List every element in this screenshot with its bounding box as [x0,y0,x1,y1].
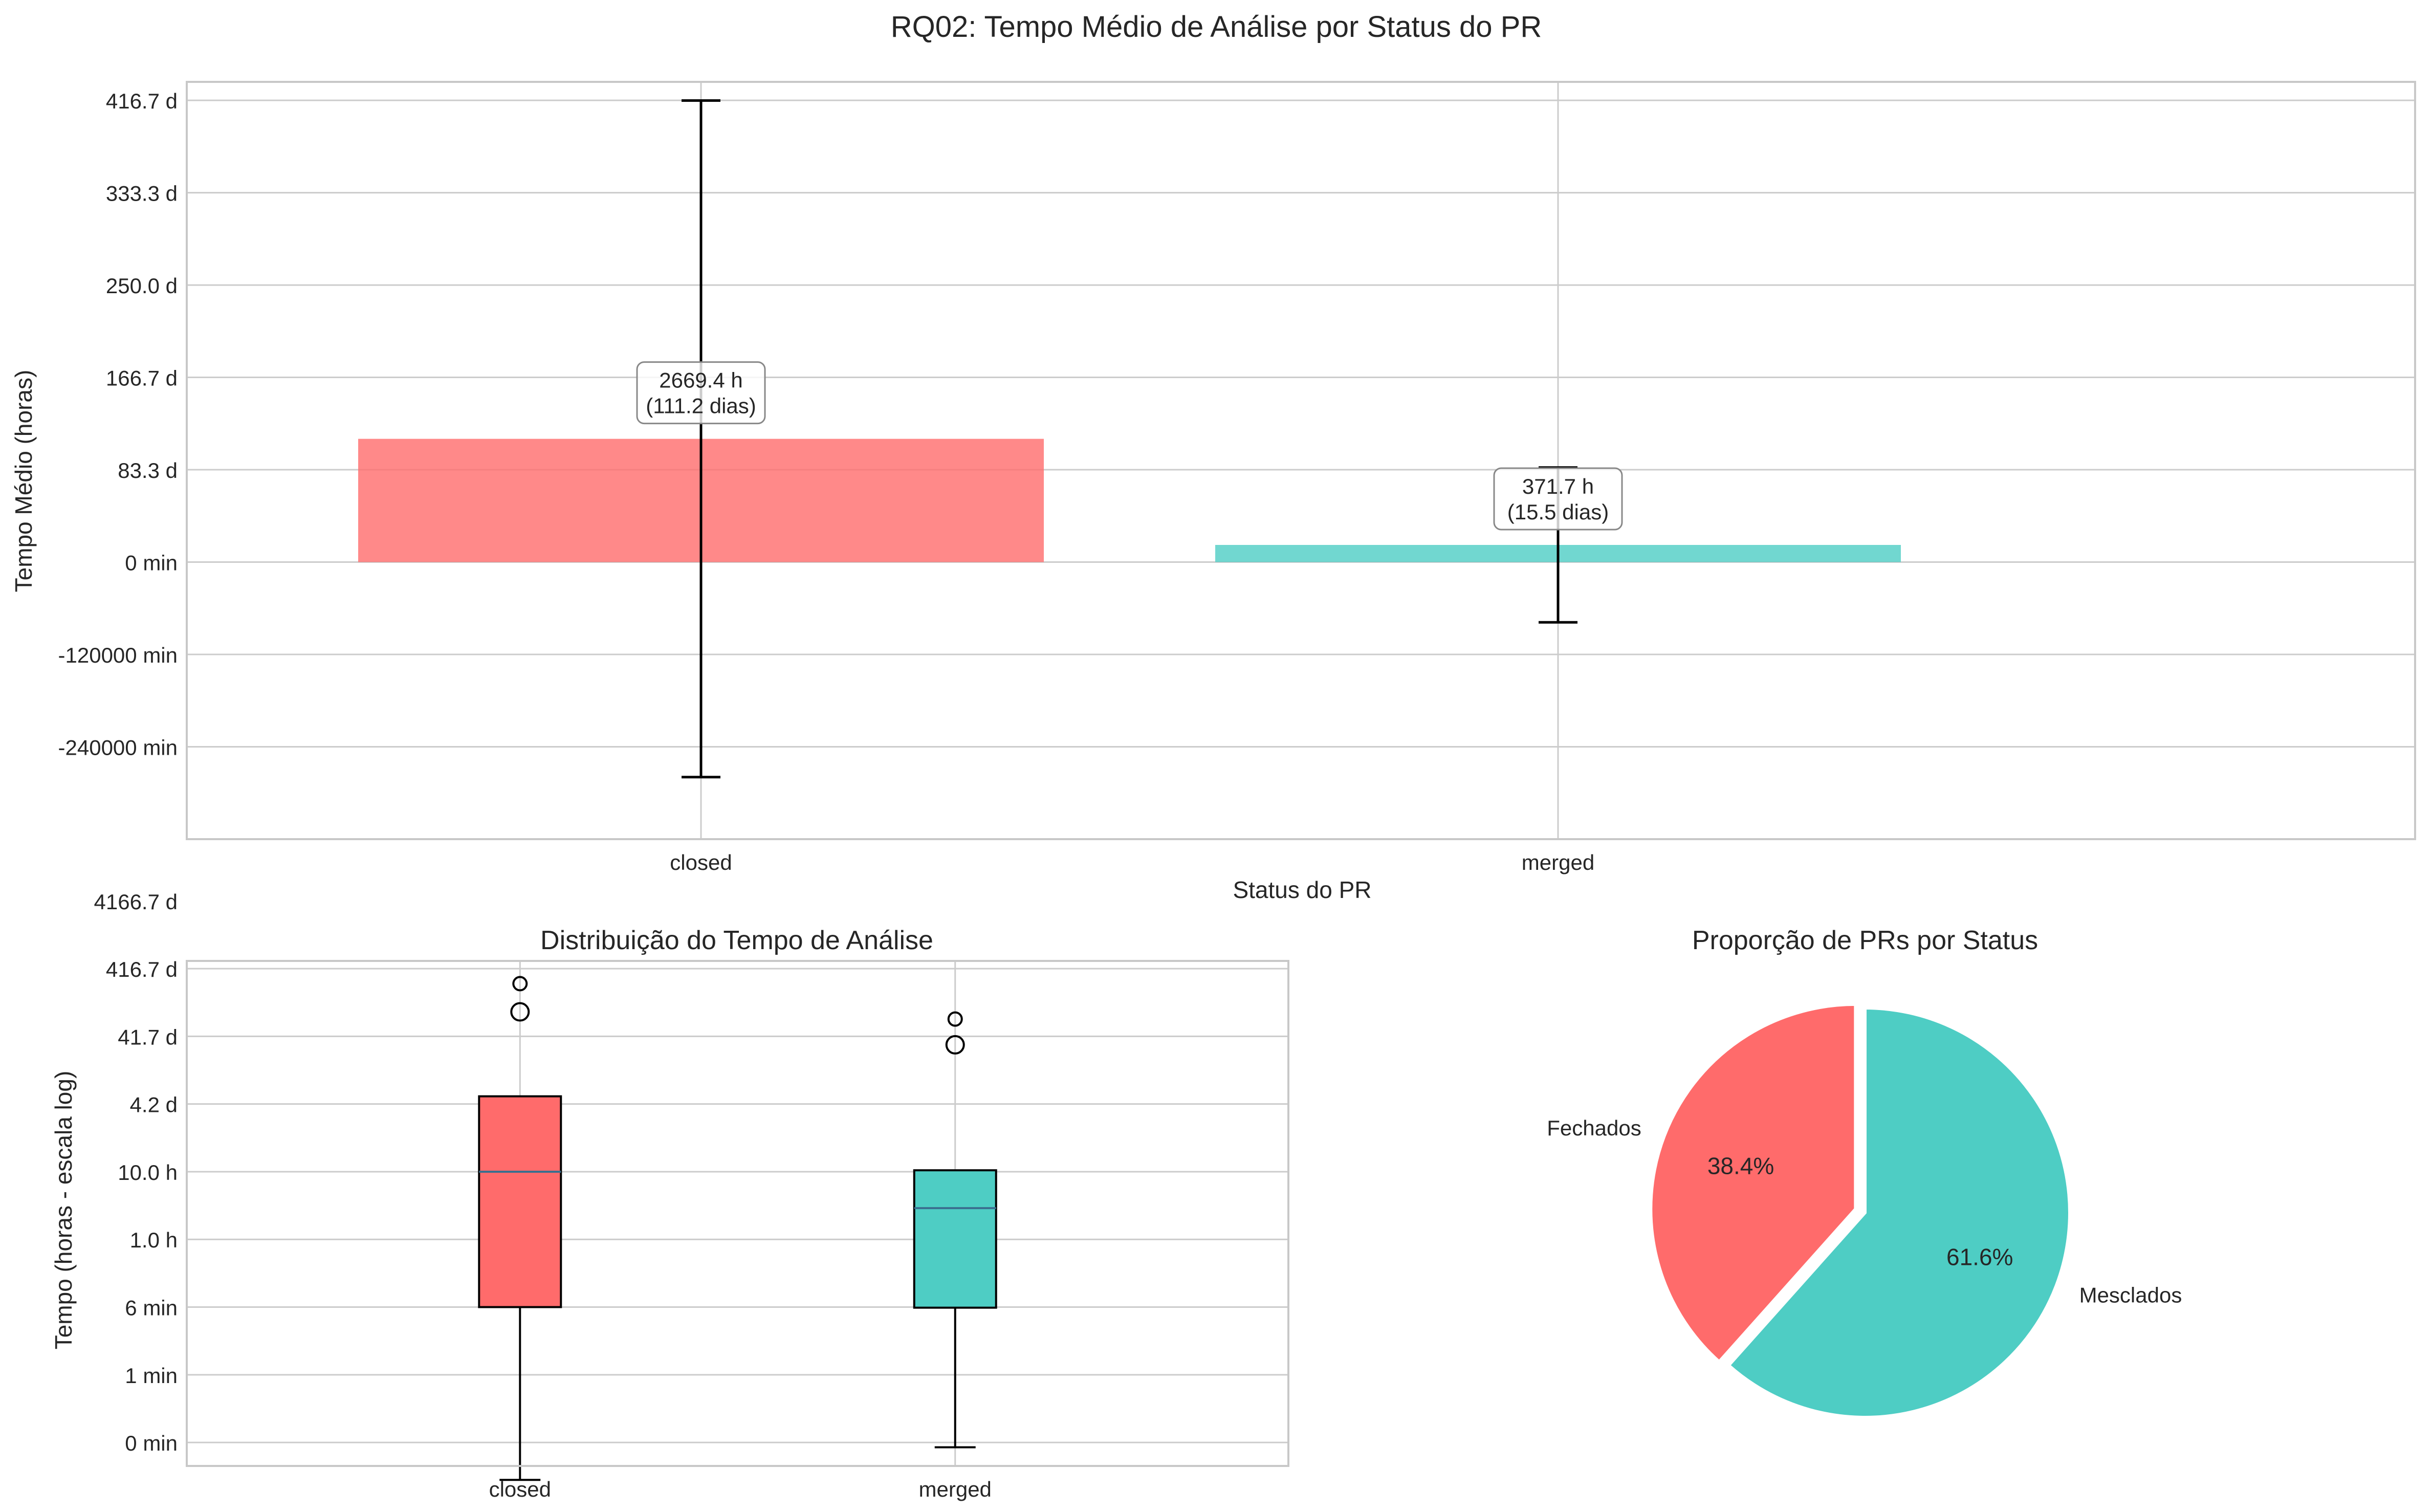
box-plot-y-tick-label: 416.7 d [106,957,178,981]
box-plot-y-tick-label: 6 min [125,1296,178,1320]
bar-value-label: (111.2 dias) [646,394,756,418]
box-outlier-point [947,1011,963,1027]
box-plot-y-tick-label: 41.7 d [118,1025,178,1049]
figure-suptitle: RQ02: Tempo Médio de Análise por Status … [891,10,1542,43]
box-plot-y-tick-label: 10.0 h [118,1160,178,1185]
pie-wedge-percent: 38.4% [1707,1152,1774,1179]
bar-chart-y-tick-label: 166.7 d [106,366,178,390]
box-plot-y-tick-label: 0 min [125,1431,178,1455]
pie-chart-title: Proporção de PRs por Status [1692,926,2038,955]
bar-chart-x-label: Status do PR [1233,876,1371,903]
box-plot-y-tick-label: 1 min [125,1364,178,1388]
bar-chart-y-tick-label: -120000 min [58,643,178,667]
bar-chart-x-tick-label: merged [1522,850,1594,874]
bar-chart-y-tick-label: 416.7 d [106,89,178,113]
box-plot-frame [186,960,1289,1467]
pie-chart-panel: Fechados 38.4% Mesclados 61.6% Proporção de… [1547,926,2182,1419]
pie-wedge-label: Fechados [1547,1116,1641,1140]
box-outlier-point [512,976,528,992]
bar-value-label-box [636,361,766,425]
bar-chart-y-label: Tempo Médio (horas) [10,370,37,593]
box-plot-gridlines [187,961,1288,1466]
pie-wedge-mesclados [1726,1006,2071,1419]
pie-wedge-label: Mesclados [2079,1283,2182,1307]
box-closed [478,1095,562,1308]
box-plot-panel: 0 min 1 min 6 min 1.0 h 10.0 h 4.2 d 41.7 d 416… [50,890,1289,1501]
box-outlier-point [510,1002,530,1022]
bar-chart-x-ticks: closed merged [670,850,1594,874]
box-merged [913,1169,997,1309]
bar-chart-y-tick-label: 333.3 d [106,182,178,206]
bar-value-label: (15.5 dias) [1507,500,1609,524]
bar-chart-bars [358,439,1901,562]
bar-value-label: 2669.4 h [659,368,743,392]
bar-value-label-box [1493,467,1623,531]
bar-value-label: 371.7 h [1522,474,1594,498]
bar-chart-y-ticks: -240000 min -120000 min 0 min 83.3 d 166.7 d… [58,89,178,759]
bar-chart-y-tick-label: -240000 min [58,736,178,760]
bar-chart-x-tick-label: closed [670,850,732,874]
bar-chart-panel: 2669.4 h(111.2 dias) 371.7 h(15.5 dias) -… [10,81,2416,903]
bar-chart-annotations: 2669.4 h(111.2 dias) 371.7 h(15.5 dias) [636,361,1623,531]
box-plot-title: Distribuição do Tempo de Análise [540,926,933,955]
box-plot-y-label: Tempo (horas - escala log) [50,1071,77,1350]
box-plot-y-tick-label: 4166.7 d [94,890,178,914]
box-plot-y-tick-label: 4.2 d [130,1093,178,1117]
pie-chart-wedges: Fechados 38.4% Mesclados 61.6% [1547,1002,2182,1419]
bar-chart-y-tick-label: 83.3 d [118,458,178,483]
box-outlier-point [945,1035,965,1055]
pie-wedge-percent: 61.6% [1946,1244,2013,1270]
box-plot-x-tick-label: merged [919,1477,992,1501]
bar-chart-y-tick-label: 250.0 d [106,274,178,298]
bar-chart-frame [186,81,2416,840]
box-plot-x-ticks: closed merged [489,1477,992,1501]
box-plot-x-tick-label: closed [489,1477,551,1501]
box-plot-y-ticks: 0 min 1 min 6 min 1.0 h 10.0 h 4.2 d 41.7 d 416… [94,890,178,1455]
bar-chart-y-tick-label: 0 min [125,551,178,575]
box-plot-y-tick-label: 1.0 h [130,1228,178,1252]
box-plot-boxes [478,976,997,1481]
pie-wedge-fechados [1649,1002,1857,1364]
